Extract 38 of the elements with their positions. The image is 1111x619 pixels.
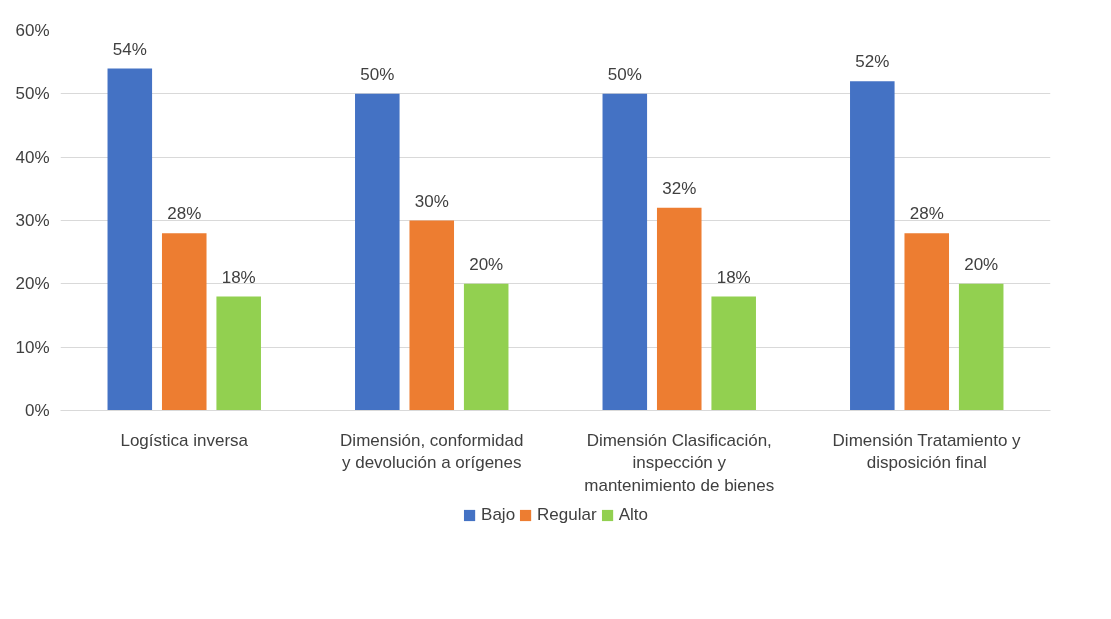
data-label: 54%	[112, 39, 147, 59]
y-tick-label: 30%	[15, 211, 50, 230]
x-tick-label: Dimensión Tratamiento y disposición final	[832, 430, 1022, 473]
legend-label: Alto	[618, 505, 648, 525]
data-label: 30%	[414, 191, 449, 211]
x-tick-label: Logística inversa	[120, 430, 249, 450]
bar	[107, 68, 153, 411]
bar	[958, 283, 1004, 411]
data-label: 28%	[167, 204, 202, 224]
bar	[904, 233, 950, 411]
bar	[850, 81, 895, 411]
x-tick-label: Dimensión Clasificación, inspección y mantenimiento de bienes	[584, 430, 775, 496]
data-label: 32%	[662, 178, 697, 198]
data-label: 18%	[716, 267, 751, 287]
data-label: 20%	[469, 254, 504, 274]
y-tick-label: 60%	[15, 21, 50, 40]
legend-label: Bajo	[481, 505, 516, 525]
bar	[355, 93, 400, 411]
bar	[216, 296, 261, 411]
bar	[656, 207, 702, 411]
data-label: 52%	[855, 52, 890, 72]
y-tick-label: 10%	[15, 337, 50, 357]
bar	[602, 93, 648, 411]
bar	[409, 220, 455, 411]
data-label: 18%	[221, 267, 256, 287]
y-tick-label: 40%	[15, 147, 50, 167]
data-label: 28%	[909, 204, 944, 224]
legend-label: Regular	[537, 505, 597, 525]
bar	[161, 233, 207, 411]
data-label: 50%	[360, 64, 395, 84]
y-tick-label: 0%	[24, 401, 50, 420]
data-label: 50%	[607, 64, 642, 84]
x-tick-label: Dimensión, conformidad y devolución a orígenes	[340, 430, 524, 473]
y-tick-label: 50%	[15, 84, 50, 104]
bar	[463, 283, 509, 411]
bar	[711, 296, 756, 411]
y-tick-label: 20%	[15, 274, 50, 294]
data-label: 20%	[964, 254, 999, 274]
